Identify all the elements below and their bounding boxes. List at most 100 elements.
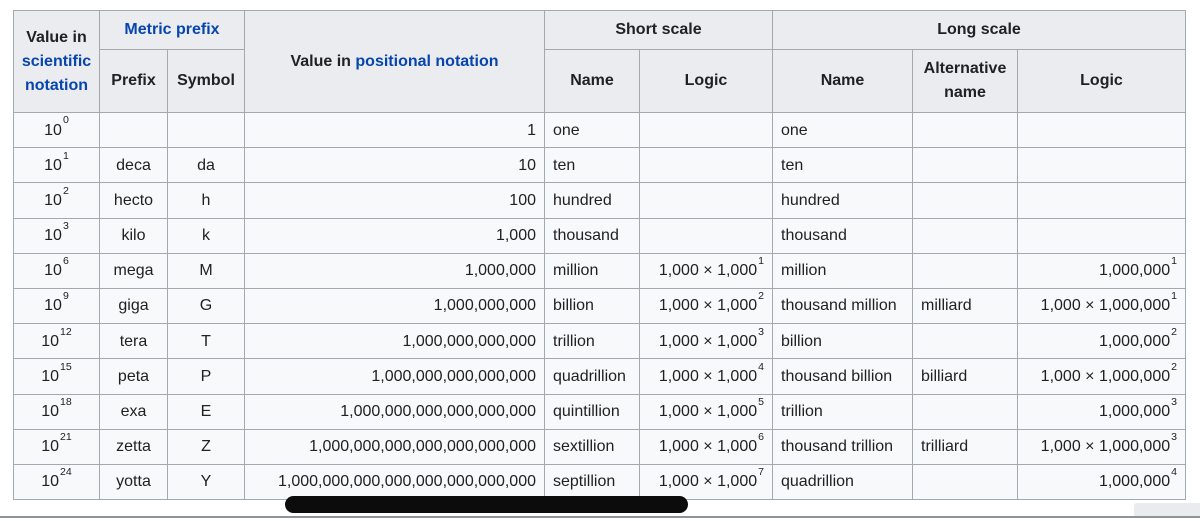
cell-positional: 100 (244, 182, 545, 219)
col-header-long-logic: Logic (1017, 49, 1186, 113)
cell-short-name: hundred (544, 182, 640, 219)
positional-notation-link[interactable]: positional notation (355, 52, 499, 70)
cell-symbol: T (167, 323, 245, 360)
col-header-value-scientific: Value in scientific notation (13, 10, 100, 113)
table-row: 100 1 one one (13, 111, 1186, 149)
cell-long-logic (1017, 147, 1186, 184)
metric-prefix-link[interactable]: Metric prefix (124, 21, 220, 38)
cell-short-name: septillion (544, 463, 640, 501)
value-in-label: Value in (26, 28, 87, 46)
col-header-long-name: Name (772, 49, 913, 113)
cell-long-logic: 1,000 × 1,000,0001 (1017, 287, 1186, 325)
table-row: 1018 exa E 1,000,000,000,000,000,000 quintil… (13, 393, 1186, 430)
cell-positional: 1,000,000,000,000,000 (244, 358, 545, 395)
cell-positional: 1,000,000 (244, 252, 545, 289)
cell-positional: 1,000,000,000,000,000,000,000,000 (244, 463, 545, 501)
cell-long-name: thousand billion (772, 358, 913, 395)
cell-long-logic: 1,000,0004 (1017, 463, 1186, 501)
cell-prefix: yotta (99, 463, 168, 501)
cell-prefix (99, 111, 168, 149)
col-header-short-name: Name (544, 49, 640, 113)
value-in-label: Value in (290, 52, 351, 70)
table-row: 101 deca da 10 ten ten (13, 147, 1186, 184)
cell-long-name: quadrillion (772, 463, 913, 501)
cell-long-logic: 1,000 × 1,000,0002 (1017, 358, 1186, 395)
cell-long-name: hundred (772, 182, 913, 219)
cell-symbol (167, 111, 245, 149)
cell-short-logic: 1,000 × 1,0001 (639, 252, 773, 289)
cell-symbol: E (167, 393, 245, 430)
cell-short-name: quadrillion (544, 358, 640, 395)
cell-symbol: k (167, 217, 245, 254)
col-header-long-scale: Long scale (772, 10, 1186, 50)
cell-symbol: Z (167, 428, 245, 465)
cell-prefix: peta (99, 358, 168, 395)
cell-positional: 1,000,000,000,000,000,000,000 (244, 428, 545, 465)
col-header-prefix: Prefix (99, 49, 168, 113)
cell-positional: 1,000,000,000,000,000,000 (244, 393, 545, 430)
bottom-right-partial-element (1134, 503, 1200, 516)
cell-long-logic: 1,000,0002 (1017, 323, 1186, 360)
cell-long-logic (1017, 111, 1186, 149)
cell-short-logic: 1,000 × 1,0003 (639, 323, 773, 360)
cell-positional: 1 (244, 111, 545, 149)
cell-scientific-notation: 1024 (13, 463, 100, 501)
scientific-notation-link[interactable]: scientific notation (21, 52, 92, 94)
cell-short-logic: 1,000 × 1,0004 (639, 358, 773, 395)
cell-symbol: P (167, 358, 245, 395)
cell-positional: 10 (244, 147, 545, 184)
cell-long-name: thousand million (772, 287, 913, 325)
cell-symbol: Y (167, 463, 245, 501)
table-row: 1024 yotta Y 1,000,000,000,000,000,000,000,… (13, 463, 1186, 501)
cell-scientific-notation: 106 (13, 252, 100, 289)
col-header-positional: Value in positional notation (244, 10, 545, 113)
cell-scientific-notation: 103 (13, 217, 100, 254)
cell-short-name: sextillion (544, 428, 640, 465)
col-header-short-scale: Short scale (544, 10, 773, 50)
cell-scientific-notation: 101 (13, 147, 100, 184)
cell-short-logic (639, 182, 773, 219)
col-header-symbol: Symbol (167, 49, 245, 113)
cell-long-name: one (772, 111, 913, 149)
cell-long-alt-name (912, 147, 1018, 184)
large-numbers-table: Value in scientific notation Metric pref… (13, 10, 1186, 501)
cell-long-logic (1017, 217, 1186, 254)
cell-prefix: exa (99, 393, 168, 430)
cell-short-logic: 1,000 × 1,0007 (639, 463, 773, 501)
cell-positional: 1,000 (244, 217, 545, 254)
table-body: 100 1 one one 101 deca da 10 ten ten 102 hecto h 100 h… (13, 111, 1186, 501)
cell-prefix: zetta (99, 428, 168, 465)
cell-long-name: thousand (772, 217, 913, 254)
cell-long-alt-name (912, 393, 1018, 430)
cell-long-name: ten (772, 147, 913, 184)
cell-short-name: thousand (544, 217, 640, 254)
cell-long-name: million (772, 252, 913, 289)
cell-prefix: hecto (99, 182, 168, 219)
cell-short-name: trillion (544, 323, 640, 360)
cell-long-alt-name (912, 182, 1018, 219)
cell-long-logic (1017, 182, 1186, 219)
cell-prefix: kilo (99, 217, 168, 254)
cell-long-name: trillion (772, 393, 913, 430)
cell-long-name: thousand trillion (772, 428, 913, 465)
cell-scientific-notation: 100 (13, 111, 100, 149)
table-row: 103 kilo k 1,000 thousand thousand (13, 217, 1186, 254)
cell-prefix: tera (99, 323, 168, 360)
cell-scientific-notation: 1012 (13, 323, 100, 360)
cell-short-logic: 1,000 × 1,0006 (639, 428, 773, 465)
cell-long-alt-name: trilliard (912, 428, 1018, 465)
black-marker-bar (285, 496, 688, 513)
cell-short-name: ten (544, 147, 640, 184)
table-row: 109 giga G 1,000,000,000 billion 1,000 × 1,00… (13, 287, 1186, 325)
col-header-long-alt-name: Alternative name (912, 49, 1018, 113)
cell-long-name: billion (772, 323, 913, 360)
cell-scientific-notation: 109 (13, 287, 100, 325)
table-row: 1021 zetta Z 1,000,000,000,000,000,000,000 s… (13, 428, 1186, 465)
cell-prefix: giga (99, 287, 168, 325)
cell-long-logic: 1,000,0001 (1017, 252, 1186, 289)
cell-long-alt-name (912, 463, 1018, 501)
cell-long-logic: 1,000 × 1,000,0003 (1017, 428, 1186, 465)
cell-long-alt-name (912, 323, 1018, 360)
header-group-row: Value in scientific notation Metric pref… (13, 10, 1186, 113)
cell-short-name: one (544, 111, 640, 149)
